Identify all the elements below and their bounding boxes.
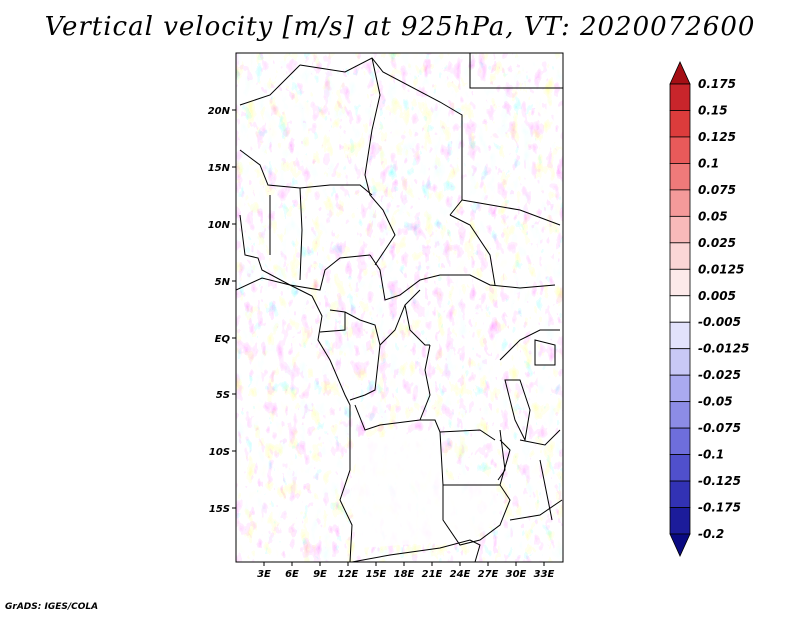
lat-tick: 15S xyxy=(209,504,236,515)
colorbar-box xyxy=(669,507,691,535)
colorbar-box xyxy=(669,321,691,350)
lon-tick: 15E xyxy=(366,562,387,580)
colorbar-label: 0.075 xyxy=(698,183,736,197)
lat-tick: 15N xyxy=(208,163,236,174)
lon-axis: 3E 6E 9E 12E 15E 18E 21E 24E 27E 30E 33E xyxy=(257,562,555,580)
lon-label-33e: 33E xyxy=(534,569,555,580)
lat-label-10n: 10N xyxy=(208,220,231,231)
colorbar-label: -0.0125 xyxy=(698,342,749,356)
colorbar-box xyxy=(669,163,691,191)
colorbar-bottom-arrow xyxy=(669,533,691,557)
colorbar-boxes xyxy=(669,61,691,557)
lat-tick: 5S xyxy=(216,390,236,401)
colorbar-label: 0.175 xyxy=(698,77,736,91)
colorbar-label: 0.0125 xyxy=(698,262,744,276)
lon-label-15e: 15E xyxy=(366,569,387,580)
colorbar-top-arrow xyxy=(669,61,691,85)
chart-title: Vertical velocity [m/s] at 925hPa, VT: 2… xyxy=(44,12,756,42)
colorbar-box xyxy=(669,136,691,164)
lon-label-6e: 6E xyxy=(285,569,299,580)
lon-tick: 30E xyxy=(506,562,527,580)
lon-tick: 24E xyxy=(450,562,471,580)
lat-label-5n: 5N xyxy=(215,277,231,288)
colorbar-labels: 0.175 0.15 0.125 0.1 0.075 0.05 0.025 0.0125 0.0… xyxy=(698,77,749,541)
colorbar-box xyxy=(669,242,691,270)
lat-label-eq: EQ xyxy=(215,334,231,345)
velocity-field xyxy=(236,53,563,562)
colorbar-box xyxy=(669,189,691,217)
lon-tick: 27E xyxy=(478,562,499,580)
lat-label-15n: 15N xyxy=(208,163,231,174)
colorbar-box xyxy=(669,215,691,244)
lat-axis: 20N 15N 10N 5N EQ 5S 10S 15S xyxy=(208,106,236,515)
lon-tick: 12E xyxy=(338,562,359,580)
lon-label-30e: 30E xyxy=(506,569,527,580)
lon-tick: 18E xyxy=(394,562,415,580)
colorbar-box xyxy=(669,480,691,508)
lon-tick: 21E xyxy=(422,562,443,580)
lat-tick: EQ xyxy=(215,334,236,345)
lon-label-27e: 27E xyxy=(478,569,499,580)
country-borders xyxy=(236,53,563,562)
map-frame xyxy=(235,52,564,563)
colorbar-label: -0.025 xyxy=(698,368,741,382)
lat-tick: 10N xyxy=(208,220,236,231)
grads-credit: GrADS: IGES/COLA xyxy=(5,602,99,612)
colorbar-label: -0.175 xyxy=(698,501,741,515)
lat-tick: 20N xyxy=(208,106,236,117)
colorbar-box xyxy=(669,401,691,429)
colorbar-label: -0.1 xyxy=(698,448,724,462)
lon-label-18e: 18E xyxy=(394,569,415,580)
colorbar-box xyxy=(669,454,691,482)
lon-tick: 9E xyxy=(313,562,327,580)
lat-label-20n: 20N xyxy=(208,106,231,117)
lon-label-3e: 3E xyxy=(257,569,271,580)
colorbar-label: -0.125 xyxy=(698,474,741,488)
lat-label-10s: 10S xyxy=(209,447,230,458)
colorbar: 0.175 0.15 0.125 0.1 0.075 0.05 0.025 0.0125 0.0… xyxy=(669,61,749,557)
lon-label-24e: 24E xyxy=(450,569,471,580)
lat-tick: 10S xyxy=(209,447,236,458)
colorbar-label: 0.15 xyxy=(698,103,728,117)
colorbar-label: 0.005 xyxy=(698,289,736,303)
colorbar-label: 0.05 xyxy=(698,209,728,223)
colorbar-label: 0.125 xyxy=(698,130,736,144)
colorbar-label: 0.1 xyxy=(698,156,719,170)
colorbar-box xyxy=(669,110,691,138)
lat-tick: 5N xyxy=(215,277,236,288)
lon-label-9e: 9E xyxy=(313,569,327,580)
colorbar-label: 0.025 xyxy=(698,236,736,250)
colorbar-box xyxy=(669,268,691,297)
lon-tick: 3E xyxy=(257,562,271,580)
colorbar-box xyxy=(669,348,691,376)
colorbar-label: -0.075 xyxy=(698,421,741,435)
lat-label-5s: 5S xyxy=(216,390,230,401)
lon-tick: 33E xyxy=(534,562,555,580)
colorbar-label: -0.2 xyxy=(698,527,724,541)
colorbar-label: -0.005 xyxy=(698,315,741,329)
lon-label-21e: 21E xyxy=(422,569,443,580)
lon-label-12e: 12E xyxy=(338,569,359,580)
colorbar-box xyxy=(669,83,691,111)
lon-tick: 6E xyxy=(285,562,299,580)
colorbar-box xyxy=(669,295,691,323)
colorbar-box xyxy=(669,427,691,455)
colorbar-box xyxy=(669,374,691,403)
colorbar-label: -0.05 xyxy=(698,395,733,409)
lat-label-15s: 15S xyxy=(209,504,230,515)
